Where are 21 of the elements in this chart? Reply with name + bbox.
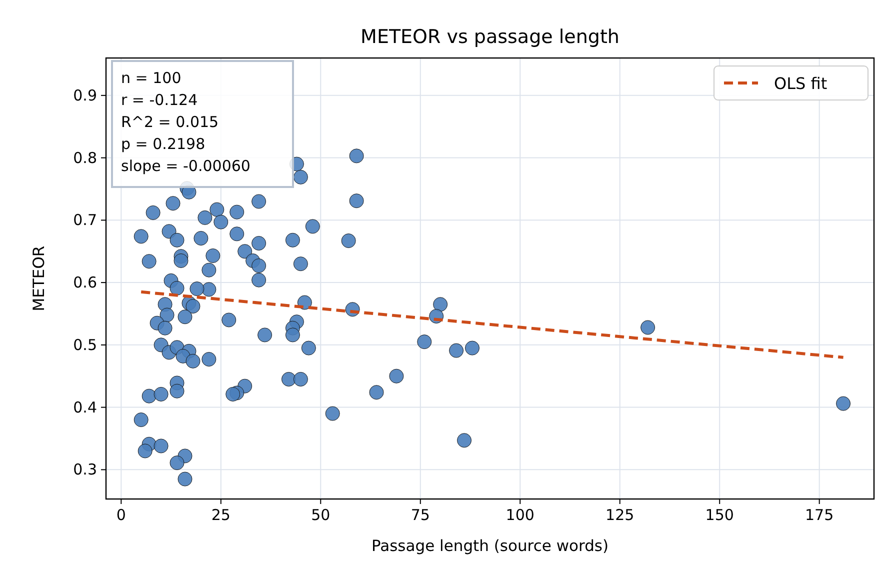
y-tick-label: 0.3 (73, 460, 97, 479)
x-tick-label: 75 (410, 506, 430, 524)
y-tick-label: 0.9 (73, 86, 97, 104)
y-tick-label: 0.7 (73, 211, 97, 230)
x-tick-label: 125 (606, 506, 634, 524)
y-axis-title: METEOR (30, 246, 48, 312)
x-axis-title: Passage length (source words) (371, 537, 609, 555)
annotation: n = 100 r = -0.124 R^2 = 0.015 p = 0.2198 slope = -0.00060 (121, 69, 250, 175)
x-tick-label: 0 (116, 506, 126, 524)
chart-title: METEOR vs passage length (360, 26, 620, 48)
x-tick-label: 175 (805, 506, 834, 524)
text-box: n = 100 r = -0.124 R^2 = 0.015 p = 0.2198 slope = -0.00060 (111, 60, 294, 188)
y-tick-label: 0.4 (73, 398, 97, 416)
x-tick-label: 25 (211, 506, 230, 524)
x-tick-label: 100 (506, 506, 534, 524)
legend-label: OLS fit (774, 74, 828, 93)
y-tick-label: 0.6 (73, 274, 97, 292)
x-tick-label: 50 (311, 506, 330, 524)
x-tick-label: 150 (705, 506, 734, 524)
y-tick-label: 0.8 (73, 148, 97, 167)
y-tick-label: 0.5 (73, 336, 97, 354)
